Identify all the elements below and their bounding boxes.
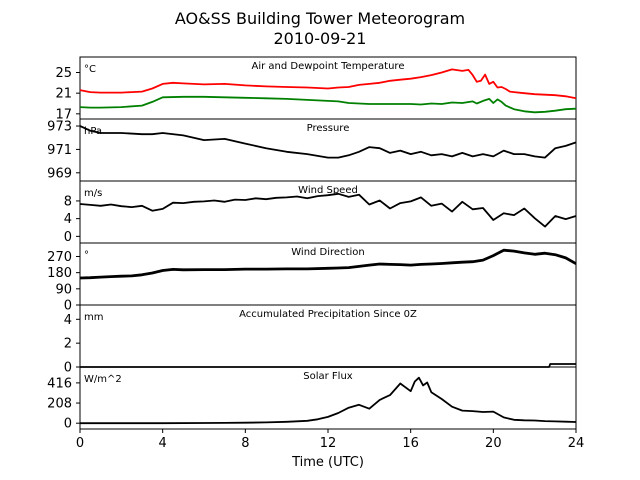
- series-line-1: [79, 192, 577, 228]
- panel-unit-label: °: [84, 250, 89, 261]
- y-tick-label: 0: [64, 299, 72, 314]
- panel-title: Wind Speed: [298, 185, 358, 196]
- x-tick-label: 20: [485, 436, 502, 451]
- series-line-2: [79, 95, 577, 114]
- figure-title: AO&SS Building Tower Meteorogram: [175, 9, 465, 28]
- y-tick-label: 0: [64, 361, 72, 376]
- panel-title: Air and Dewpoint Temperature: [252, 61, 405, 72]
- y-tick-label: 0: [64, 230, 72, 245]
- panel-title: Wind Direction: [291, 247, 365, 258]
- y-tick-label: 2: [64, 337, 72, 352]
- panel-5: 0 2 4 mm Accumulated Precipitation Since 0Z: [64, 304, 577, 376]
- series-line-1: [79, 68, 577, 100]
- panel-title: Pressure: [307, 123, 350, 134]
- panel-1: 17 21 25 °C Air and Dewpoint Temperature: [55, 56, 577, 122]
- y-tick-label: 416: [47, 376, 72, 391]
- y-tick-label: 973: [47, 120, 72, 135]
- panel-3: 0 4 8 m/s Wind Speed: [64, 180, 577, 245]
- y-tick-label: 21: [55, 87, 72, 102]
- x-tick-label: 24: [568, 436, 585, 451]
- panel-title: Accumulated Precipitation Since 0Z: [239, 309, 417, 320]
- x-tick-label: 0: [76, 436, 84, 451]
- y-tick-label: 971: [47, 143, 72, 158]
- y-tick-label: 25: [55, 66, 72, 81]
- panel-title: Solar Flux: [303, 371, 353, 382]
- y-tick-label: 969: [47, 166, 72, 181]
- series-line-1: [79, 125, 577, 159]
- panel-unit-label: m/s: [84, 188, 102, 199]
- y-tick-label: 4: [64, 212, 72, 227]
- x-tick-label: 8: [241, 436, 249, 451]
- figure-subtitle: 2010-09-21: [274, 29, 367, 48]
- panel-unit-label: °C: [84, 64, 96, 75]
- y-tick-label: 270: [47, 250, 72, 265]
- panels-group: 17 21 25 °C Air and Dewpoint Temperature 969 9…: [47, 56, 577, 432]
- y-tick-label: 8: [64, 194, 72, 209]
- y-tick-label: 180: [47, 266, 72, 281]
- y-tick-label: 0: [64, 417, 72, 432]
- x-tick-label: 4: [159, 436, 167, 451]
- y-tick-label: 17: [55, 107, 72, 122]
- panel-6: 0 208 416 W/m^2 Solar Flux: [47, 366, 577, 432]
- series-line-1: [79, 248, 577, 280]
- y-tick-label: 208: [47, 397, 72, 412]
- panel-unit-label: mm: [84, 312, 103, 323]
- x-axis: 0 4 8 12 16 20 24: [76, 429, 584, 451]
- x-axis-label: Time (UTC): [291, 455, 364, 470]
- series-line-1: [80, 376, 577, 425]
- y-tick-label: 90: [55, 282, 72, 297]
- x-tick-label: 16: [402, 436, 419, 451]
- y-tick-label: 4: [64, 313, 72, 328]
- x-tick-label: 12: [320, 436, 337, 451]
- panel-unit-label: W/m^2: [84, 374, 122, 385]
